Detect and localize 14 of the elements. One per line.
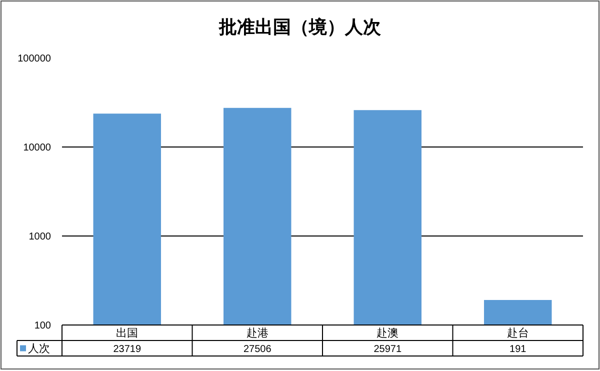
chart-title: 批准出国（境）人次 [218,17,382,38]
y-tick-label: 10000 [23,142,52,154]
x-tick-label: 赴港 [246,326,268,340]
legend-label: 人次 [28,343,50,356]
x-tick-label: 赴澳 [376,326,399,340]
y-tick-label: 1000 [28,232,52,242]
y-tick-label: 100000 [18,54,52,64]
x-tick-label: 赴台 [506,326,529,340]
data-label: 23719 [113,344,142,355]
y-tick-label: 100 [34,320,52,332]
data-label: 25971 [374,344,402,355]
data-label: 27506 [243,344,272,355]
data-label: 191 [510,344,527,355]
x-tick-label: 出国 [116,326,138,340]
